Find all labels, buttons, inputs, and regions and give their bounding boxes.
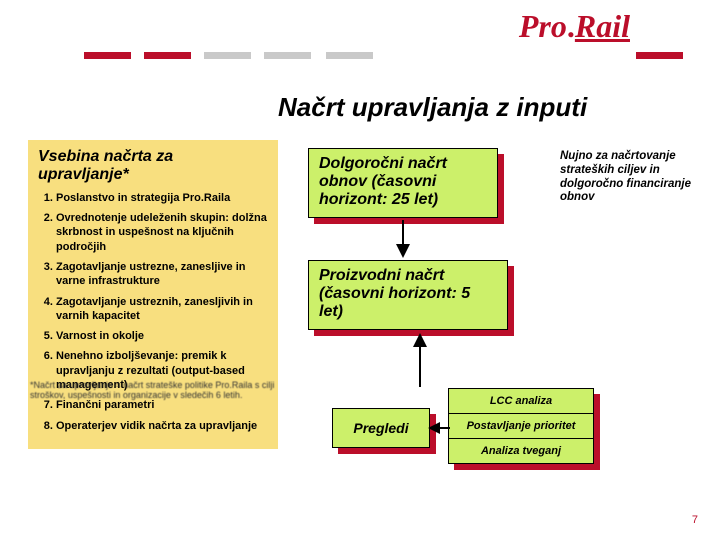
slide-title: Načrt upravljanja z inputi	[278, 92, 587, 123]
sidebar-item: Zagotavljanje ustrezne, zanesljive in va…	[56, 260, 268, 289]
box-long-term-text: Dolgoročni načrt obnov (časovni horizont…	[319, 155, 447, 208]
side-label: Postavljanje prioritet	[449, 414, 593, 439]
box-production-text: Proizvodni načrt (časovni horizont: 5 le…	[319, 267, 470, 320]
sidebar-item: Poslanstvo in strategija Pro.Raila	[56, 191, 268, 205]
header: Pro.Rail	[0, 0, 720, 65]
sidebar-item: Varnost in okolje	[56, 329, 268, 343]
side-label: LCC analiza	[449, 389, 593, 414]
brand-rail: Rail	[575, 8, 630, 44]
annotation-long-term: Nujno za načrtovanje strateških ciljev i…	[560, 150, 700, 205]
brand-pro: Pro	[519, 8, 567, 44]
sidebar-item: Ovrednotenje udeleženih skupin: dolžna s…	[56, 211, 268, 254]
sidebar-panel: Vsebina načrta za upravljanje* Poslanstv…	[28, 140, 278, 449]
sidebar-footnote: *Načrt za upravljanje = načrt strateške …	[30, 380, 278, 400]
box-long-term: Dolgoročni načrt obnov (časovni horizont…	[308, 148, 504, 224]
box-side-labels: LCC analizaPostavljanje prioritetAnaliza…	[448, 388, 600, 470]
box-production-plan: Proizvodni načrt (časovni horizont: 5 le…	[308, 260, 514, 336]
brand-logo: Pro.Rail	[519, 8, 630, 45]
arrow-up-1	[405, 331, 435, 389]
box-reviews: Pregledi	[332, 408, 436, 454]
sidebar-item: Zagotavljanje ustreznih, zanesljivih in …	[56, 295, 268, 324]
sidebar-heading: Vsebina načrta za upravljanje*	[38, 148, 268, 185]
arrow-down-1	[388, 218, 418, 260]
side-label: Analiza tveganj	[449, 439, 593, 463]
box-reviews-text: Pregledi	[353, 420, 408, 436]
sidebar-item: Operaterjev vidik načrta za upravljanje	[56, 419, 268, 433]
brand-dot: .	[567, 8, 575, 44]
page-number: 7	[692, 514, 698, 526]
sidebar-item: Finančni parametri	[56, 398, 268, 412]
arrow-left-1	[428, 418, 452, 438]
